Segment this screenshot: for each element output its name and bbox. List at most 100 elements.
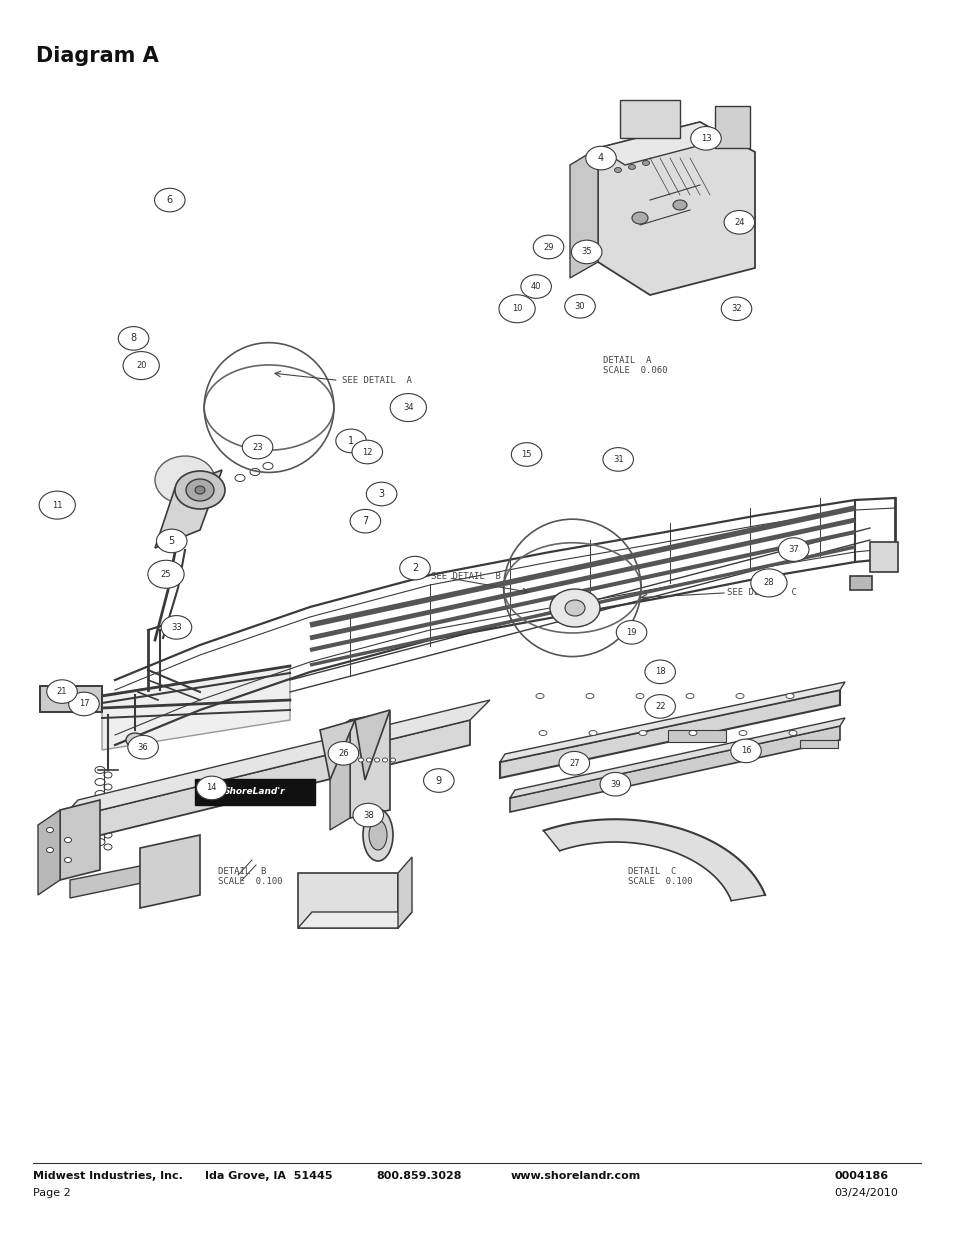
Ellipse shape [128,735,158,760]
Ellipse shape [511,442,541,467]
Ellipse shape [47,679,77,704]
Text: 0004186: 0004186 [834,1171,888,1181]
Ellipse shape [688,730,697,736]
Ellipse shape [588,730,597,736]
Text: 11: 11 [51,500,63,510]
Ellipse shape [730,739,760,763]
Polygon shape [499,690,840,778]
Text: 14: 14 [206,783,217,793]
Text: 2: 2 [412,563,417,573]
Ellipse shape [382,758,387,762]
Text: 29: 29 [542,242,554,252]
Ellipse shape [641,161,649,165]
Text: 18: 18 [654,667,665,677]
Text: 23: 23 [252,442,263,452]
Text: 17: 17 [78,699,90,709]
Ellipse shape [123,352,159,379]
Ellipse shape [39,492,75,519]
Text: DETAIL  C
SCALE  0.100: DETAIL C SCALE 0.100 [627,867,692,887]
Ellipse shape [350,758,355,762]
Polygon shape [499,682,844,762]
Ellipse shape [65,837,71,842]
Ellipse shape [498,295,535,322]
Text: 800.859.3028: 800.859.3028 [376,1171,462,1181]
Text: SEE DETAIL  A: SEE DETAIL A [341,375,411,385]
Ellipse shape [631,212,647,224]
Ellipse shape [614,168,620,173]
Text: 3: 3 [378,489,384,499]
Text: 9: 9 [436,776,441,785]
Ellipse shape [242,435,273,459]
Ellipse shape [186,479,213,501]
Text: Ida Grove, IA  51445: Ida Grove, IA 51445 [205,1171,333,1181]
Ellipse shape [778,537,808,562]
FancyBboxPatch shape [800,740,837,748]
Ellipse shape [148,561,184,588]
Ellipse shape [350,509,380,534]
Text: 6: 6 [167,195,172,205]
Text: 20: 20 [135,361,147,370]
Polygon shape [355,710,390,781]
Ellipse shape [47,827,53,832]
Ellipse shape [352,440,382,464]
Text: DETAIL  B
SCALE  0.100: DETAIL B SCALE 0.100 [217,867,282,887]
FancyBboxPatch shape [297,873,397,927]
Text: 25: 25 [160,569,172,579]
Ellipse shape [69,692,99,716]
Ellipse shape [342,758,347,762]
Ellipse shape [156,529,187,553]
Polygon shape [510,718,844,798]
Ellipse shape [520,274,551,299]
Text: SEE DETAIL  C: SEE DETAIL C [726,588,796,598]
FancyBboxPatch shape [849,576,871,590]
Ellipse shape [423,768,454,793]
Ellipse shape [369,820,387,850]
Polygon shape [60,720,470,845]
Text: Diagram A: Diagram A [36,46,159,65]
Polygon shape [598,122,727,165]
Ellipse shape [636,694,643,699]
FancyBboxPatch shape [194,779,314,805]
Ellipse shape [690,126,720,151]
Polygon shape [70,858,180,898]
Text: Page 2: Page 2 [33,1188,71,1198]
Text: 4: 4 [598,153,603,163]
Ellipse shape [390,394,426,421]
Text: 39: 39 [609,779,620,789]
FancyBboxPatch shape [40,685,102,713]
Polygon shape [140,835,200,908]
Ellipse shape [644,659,675,684]
Text: 28: 28 [762,578,774,588]
Text: 22: 22 [654,701,665,711]
Ellipse shape [685,694,693,699]
Text: 38: 38 [362,810,374,820]
Text: 19: 19 [625,627,637,637]
Text: 7: 7 [362,516,368,526]
Text: 1: 1 [348,436,354,446]
Polygon shape [510,726,840,811]
Ellipse shape [118,326,149,351]
Polygon shape [569,148,598,278]
Ellipse shape [154,188,185,212]
Ellipse shape [628,164,635,169]
Ellipse shape [735,694,743,699]
Text: 32: 32 [730,304,741,314]
Ellipse shape [328,741,358,766]
Polygon shape [154,471,222,548]
Ellipse shape [335,429,366,453]
Ellipse shape [536,694,543,699]
Ellipse shape [644,694,675,719]
Text: 37: 37 [787,545,799,555]
Ellipse shape [47,847,53,852]
Ellipse shape [599,772,630,797]
Ellipse shape [739,730,746,736]
Text: 36: 36 [137,742,149,752]
Text: 40: 40 [530,282,541,291]
Ellipse shape [672,200,686,210]
Ellipse shape [639,730,646,736]
Text: 31: 31 [612,454,623,464]
Polygon shape [543,819,764,900]
Ellipse shape [375,758,379,762]
Ellipse shape [585,694,594,699]
FancyBboxPatch shape [667,730,725,742]
